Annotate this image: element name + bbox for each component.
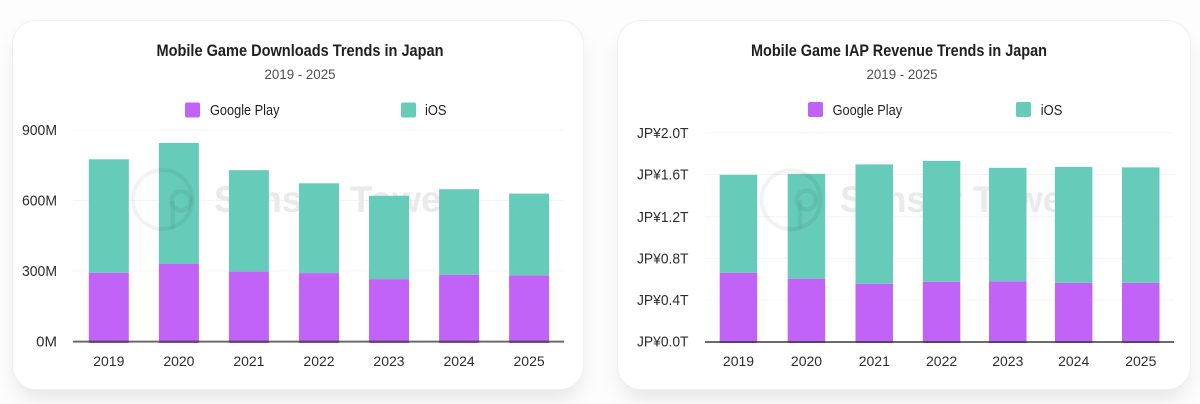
svg-text:JP¥1.6T: JP¥1.6T bbox=[637, 167, 689, 184]
svg-text:0M: 0M bbox=[36, 333, 57, 350]
svg-text:Mobile Game IAP Revenue Trends: Mobile Game IAP Revenue Trends in Japan bbox=[751, 41, 1047, 60]
svg-text:2024: 2024 bbox=[1058, 353, 1089, 369]
svg-text:iOS: iOS bbox=[425, 103, 447, 119]
svg-text:Mobile Game Downloads Trends i: Mobile Game Downloads Trends in Japan bbox=[157, 41, 444, 60]
svg-text:iOS: iOS bbox=[1041, 103, 1063, 119]
svg-text:600M: 600M bbox=[22, 193, 57, 210]
svg-text:300M: 300M bbox=[22, 263, 57, 280]
svg-text:2021: 2021 bbox=[233, 353, 264, 369]
svg-text:2025: 2025 bbox=[514, 353, 545, 369]
svg-text:JP¥0.8T: JP¥0.8T bbox=[637, 250, 689, 267]
svg-text:2025: 2025 bbox=[1125, 353, 1156, 369]
svg-text:Google Play: Google Play bbox=[833, 103, 903, 119]
svg-text:2023: 2023 bbox=[373, 353, 404, 369]
svg-text:2020: 2020 bbox=[163, 353, 194, 369]
svg-text:JP¥0.0T: JP¥0.0T bbox=[637, 334, 689, 351]
svg-text:2023: 2023 bbox=[992, 353, 1023, 369]
svg-text:JP¥0.4T: JP¥0.4T bbox=[637, 292, 689, 309]
svg-text:JP¥2.0T: JP¥2.0T bbox=[637, 125, 689, 142]
svg-text:2021: 2021 bbox=[859, 353, 890, 369]
svg-text:900M: 900M bbox=[22, 122, 57, 139]
svg-text:2019: 2019 bbox=[93, 353, 124, 369]
svg-text:JP¥1.2T: JP¥1.2T bbox=[637, 209, 689, 226]
svg-text:2019 - 2025: 2019 - 2025 bbox=[867, 66, 938, 82]
svg-text:2024: 2024 bbox=[444, 353, 475, 369]
svg-text:2022: 2022 bbox=[926, 353, 957, 369]
svg-text:2022: 2022 bbox=[303, 353, 334, 369]
svg-text:Google Play: Google Play bbox=[210, 103, 280, 119]
svg-text:2019: 2019 bbox=[723, 353, 754, 369]
svg-text:2020: 2020 bbox=[791, 353, 822, 369]
svg-text:2019 - 2025: 2019 - 2025 bbox=[265, 66, 336, 82]
